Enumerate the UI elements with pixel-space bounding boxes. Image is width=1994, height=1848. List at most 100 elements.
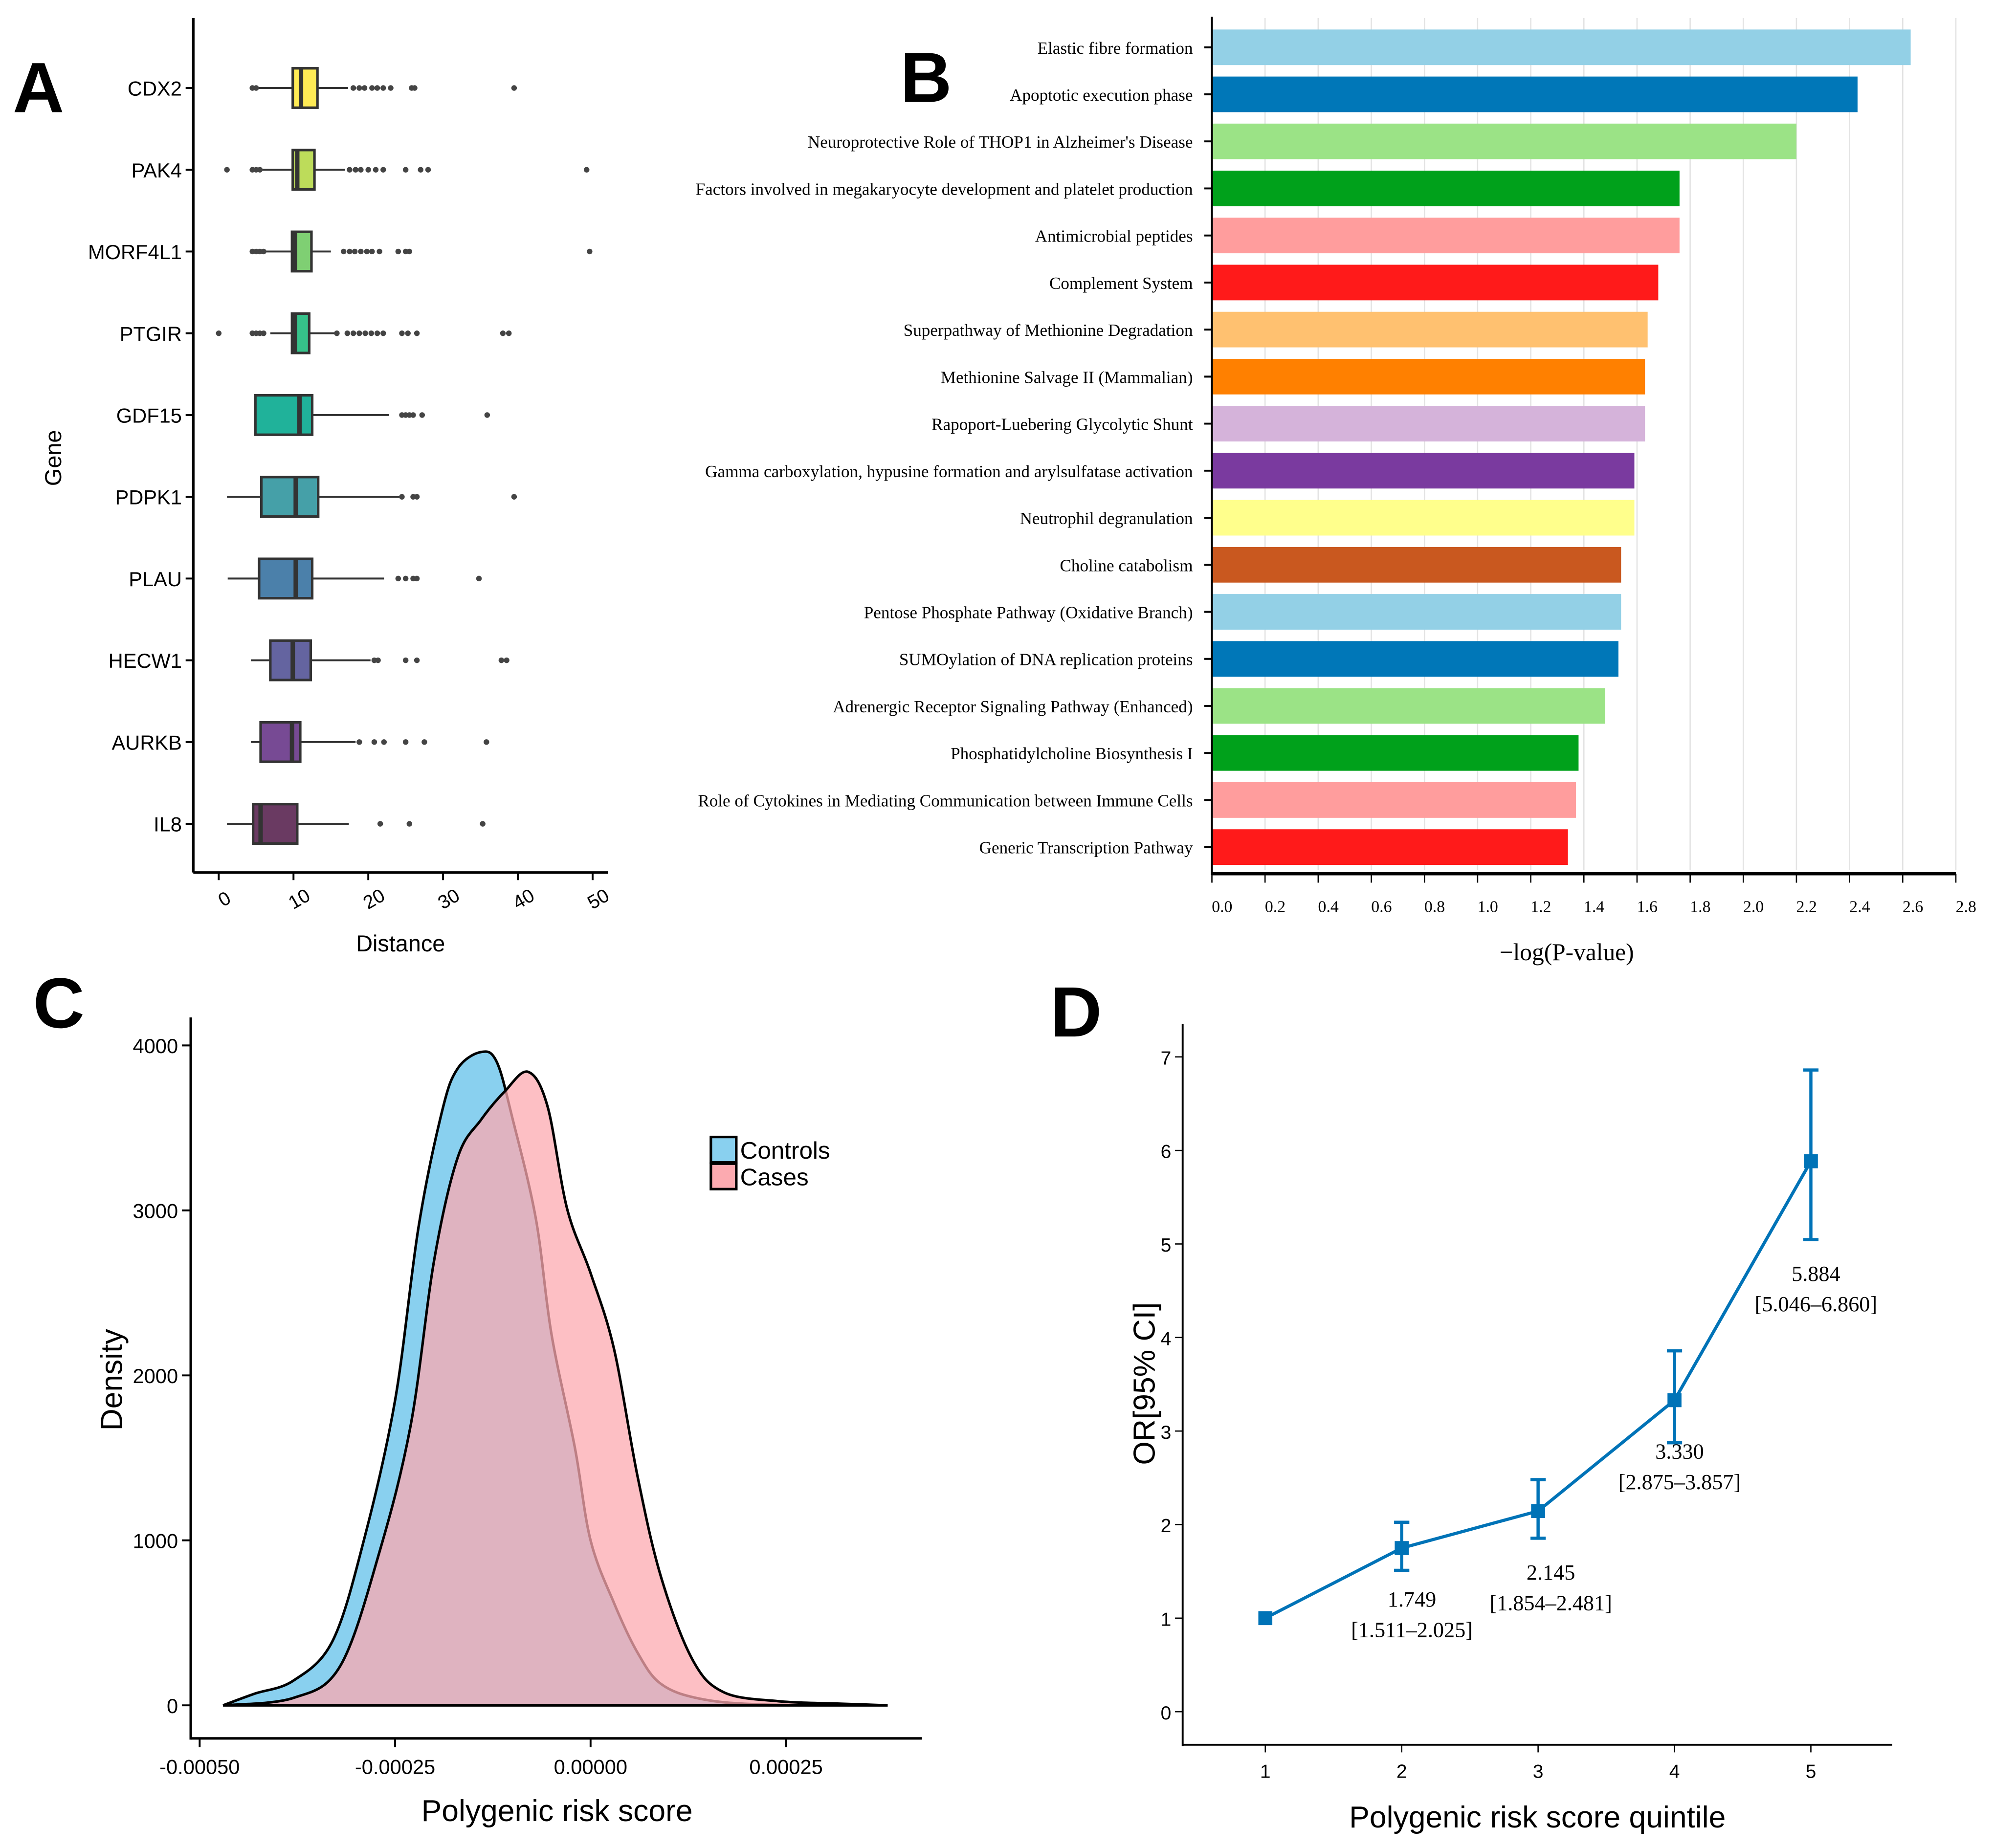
bar <box>1212 641 1618 677</box>
outlier-point <box>350 85 356 91</box>
or-value-label: 5.884 <box>1792 1262 1840 1286</box>
outlier-point <box>362 330 368 336</box>
y-tick-label: 1 <box>1161 1609 1172 1630</box>
panel-c-density: 0 1000 2000 3000 4000 -0.00050 -0.00025 0.00000… <box>95 1017 922 1828</box>
outlier-point <box>484 739 489 745</box>
y-tick-label: HECW1 <box>109 649 182 672</box>
x-tick-label: 0 <box>215 887 234 911</box>
or-ci-label: [1.854–2.481] <box>1489 1591 1612 1615</box>
outlier-point <box>358 248 364 255</box>
or-value-label: 3.330 <box>1655 1440 1704 1464</box>
bar <box>1212 406 1645 442</box>
x-tick-label: 1.2 <box>1530 898 1551 916</box>
outlier-point <box>224 167 230 173</box>
outlier-point <box>261 330 266 336</box>
outlier-point <box>421 739 427 745</box>
outlier-point <box>388 85 394 91</box>
legend-swatch <box>709 1136 738 1164</box>
outlier-point <box>344 330 351 336</box>
outlier-point <box>399 330 405 336</box>
y-tick-label: PLAU <box>129 568 182 591</box>
y-tick-label: Pentose Phosphate Pathway (Oxidative Bra… <box>864 603 1193 622</box>
outlier-point <box>365 167 371 173</box>
y-tick-label: 5 <box>1161 1235 1172 1256</box>
bar <box>1212 358 1645 395</box>
x-tick-label: 0.0 <box>1212 898 1232 916</box>
y-tick-label: 3000 <box>133 1199 178 1222</box>
y-tick-label: PTGIR <box>120 322 182 345</box>
bar <box>1212 688 1605 724</box>
outlier-point <box>484 412 490 418</box>
x-tick-label: 1.6 <box>1637 898 1658 916</box>
outlier-point <box>406 821 413 827</box>
legend-label: Controls <box>740 1137 830 1164</box>
or-point-marker <box>1667 1393 1682 1408</box>
outlier-point <box>414 494 420 500</box>
box <box>259 721 302 763</box>
y-tick-label: Rapoport-Luebering Glycolytic Shunt <box>931 415 1193 434</box>
y-tick-label: Phosphatidylcholine Biosynthesis I <box>951 744 1193 763</box>
bar <box>1212 735 1579 771</box>
outlier-point <box>402 575 409 582</box>
y-tick-label: 1000 <box>133 1529 178 1552</box>
y-tick-label: SUMOylation of DNA replication proteins <box>899 650 1193 669</box>
panel-d-or-plot: 0 1 2 3 4 5 6 7 1 2 3 4 5 1.749 [1.511–2.025] 2.145 [1.8… <box>1128 1024 1892 1834</box>
panel-letter-d: D <box>1050 972 1102 1052</box>
x-tick-label: 4 <box>1669 1761 1680 1782</box>
y-tick-label: MORF4L1 <box>88 241 182 264</box>
outlier-point <box>361 85 368 91</box>
outlier-point <box>500 330 506 336</box>
legend-label: Cases <box>740 1164 809 1190</box>
outlier-point <box>334 330 340 336</box>
y-tick-label: Factors involved in megakaryocyte develo… <box>696 179 1193 198</box>
bar <box>1212 547 1621 583</box>
outlier-point <box>414 330 420 336</box>
outlier-point <box>373 167 379 173</box>
x-tick-label: 2.6 <box>1903 898 1923 916</box>
x-tick-label: 0.00000 <box>554 1756 627 1779</box>
y-tick-label: 2000 <box>133 1364 178 1387</box>
or-point-marker <box>1258 1611 1273 1626</box>
or-value-label: 2.145 <box>1527 1561 1575 1584</box>
box <box>291 67 319 109</box>
panel-letter-a: A <box>13 47 64 127</box>
outlier-point <box>410 412 416 418</box>
outlier-point <box>395 575 401 582</box>
x-tick-label: 2.4 <box>1849 898 1870 916</box>
outlier-point <box>253 85 259 91</box>
outlier-point <box>374 330 380 336</box>
outlier-point <box>395 248 401 255</box>
x-tick-label: 1.4 <box>1584 898 1604 916</box>
y-tick-label: 0 <box>167 1694 178 1717</box>
y-axis-label: Density <box>95 1329 129 1431</box>
bar <box>1212 76 1858 112</box>
outlier-point <box>402 657 409 663</box>
outlier-point <box>358 167 364 173</box>
x-tick-label: 30 <box>435 885 464 914</box>
y-tick-label: Complement System <box>1049 274 1193 293</box>
outlier-point <box>257 167 263 173</box>
x-tick-label: 0.6 <box>1371 898 1392 916</box>
y-tick-label: Role of Cytokines in Mediating Communica… <box>698 791 1193 810</box>
density-curve-cases <box>223 1070 888 1707</box>
or-value-label: 1.749 <box>1388 1587 1436 1611</box>
or-point-marker <box>1395 1541 1409 1555</box>
x-tick-label: 3 <box>1533 1761 1544 1782</box>
outlier-point <box>364 248 370 255</box>
y-axis-label: Gene <box>41 430 66 486</box>
y-tick-label: 7 <box>1161 1048 1172 1069</box>
y-tick-label: IL8 <box>154 813 182 836</box>
y-tick-label: Generic Transcription Pathway <box>979 838 1193 858</box>
y-tick-label: CDX2 <box>128 77 182 100</box>
panel-a-boxplot: CDX2 PAK4 MORF4L1 PTGIR GDF15 PDPK1 PLAU HECW1 A… <box>41 18 613 956</box>
x-tick-label: 2 <box>1396 1761 1407 1782</box>
y-tick-label: 3 <box>1161 1422 1172 1443</box>
y-tick-label: GDF15 <box>116 404 182 427</box>
outlier-point <box>347 248 353 255</box>
x-tick-label: 50 <box>584 885 613 914</box>
legend-swatch <box>709 1162 738 1190</box>
bar <box>1212 500 1635 536</box>
outlier-point <box>356 85 362 91</box>
outlier-point <box>498 657 505 663</box>
